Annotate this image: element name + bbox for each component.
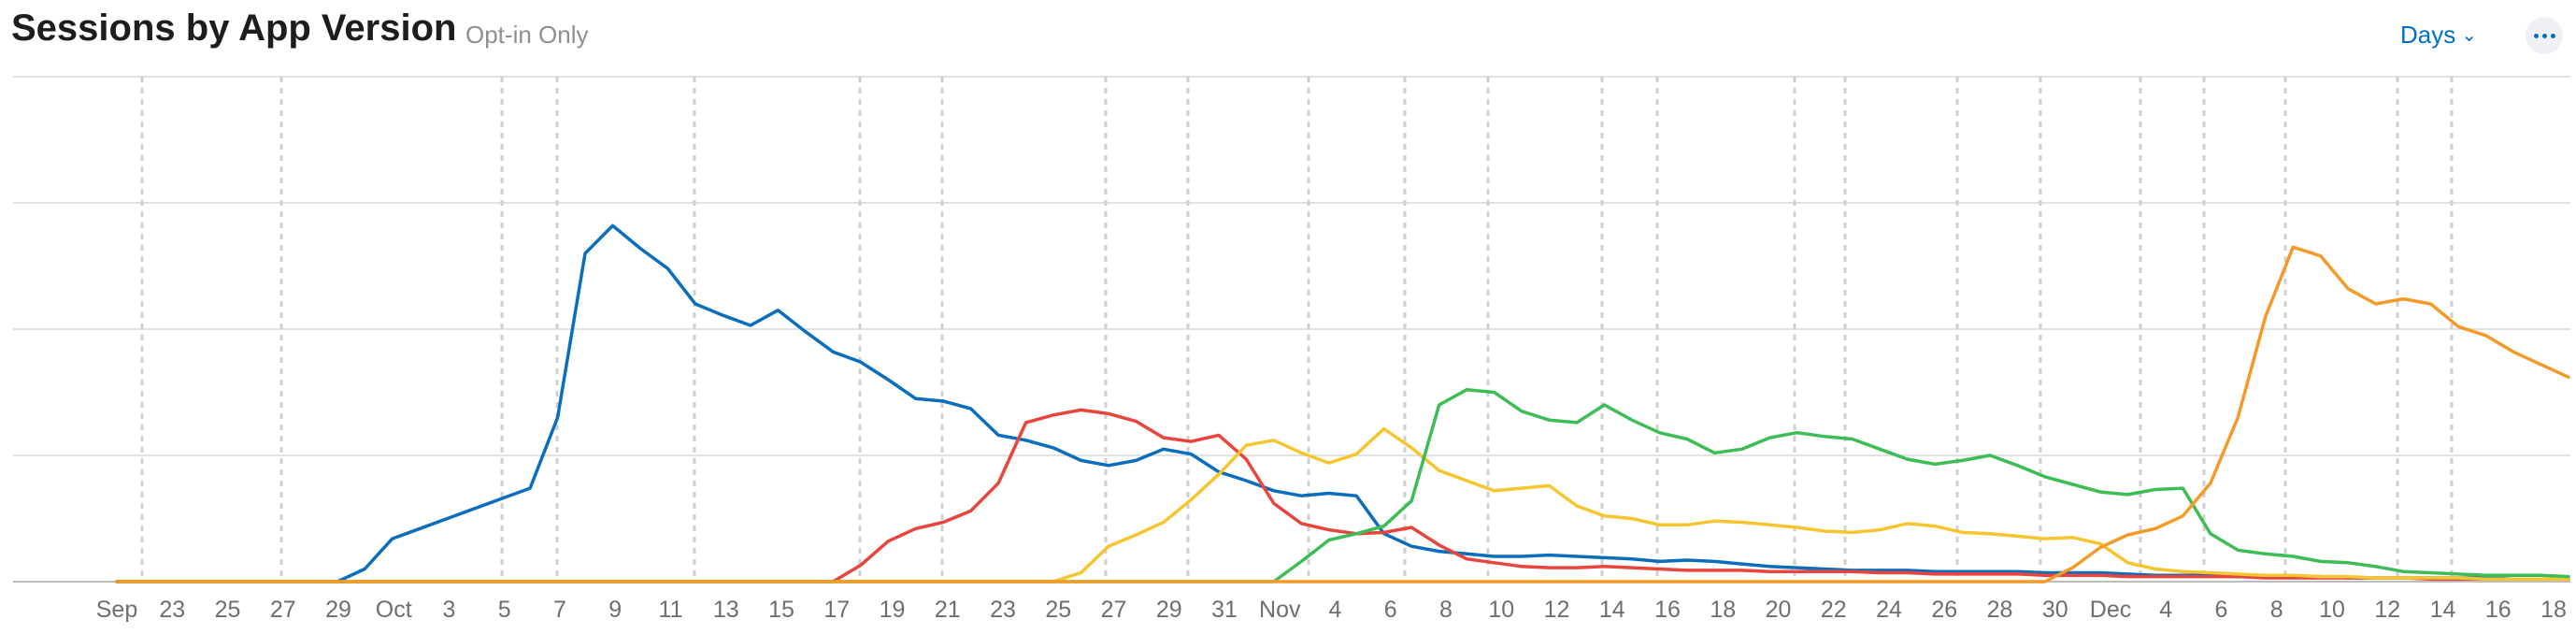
- x-tick-label: 14: [1599, 597, 1625, 623]
- gridlines: [13, 76, 2570, 583]
- granularity-label: Days: [2400, 21, 2456, 49]
- x-tick-label: 12: [2374, 597, 2400, 623]
- x-axis-ticks: Sep 23 25 27 29 Oct 3 5 7 9 11 13 15 17 19 21 23 25 27 29 31…: [96, 597, 2567, 623]
- x-tick-label: 21: [935, 597, 961, 623]
- x-tick-label: 30: [2042, 597, 2068, 623]
- chevron-down-icon: ⌄: [2461, 25, 2478, 46]
- x-tick-label: 16: [2485, 597, 2512, 623]
- granularity-dropdown[interactable]: Days ⌄: [2400, 21, 2477, 50]
- x-tick-label: 29: [1156, 597, 1182, 623]
- series-line-green: [115, 388, 2570, 584]
- x-tick-label: Sep: [96, 597, 137, 623]
- week-lines: [140, 77, 2454, 582]
- x-tick-label: 23: [990, 597, 1016, 623]
- x-tick-label: 15: [768, 597, 794, 623]
- x-tick-label: 29: [325, 597, 351, 623]
- x-tick-label: 23: [159, 597, 185, 623]
- x-tick-label: 10: [1488, 597, 1514, 623]
- x-tick-label: 3: [443, 597, 456, 623]
- opt-in-subtitle: Opt-in Only: [465, 21, 589, 49]
- x-tick-label: 18: [2540, 597, 2567, 623]
- x-tick-label: 31: [1211, 597, 1238, 623]
- x-tick-label: 12: [1544, 597, 1570, 623]
- x-tick-label: 4: [1329, 597, 1342, 623]
- x-tick-label: 19: [880, 597, 906, 623]
- series-lines: [115, 223, 2570, 584]
- ellipsis-icon: [2533, 33, 2539, 38]
- x-tick-label: 22: [1821, 597, 1847, 623]
- x-tick-label: 8: [2270, 597, 2283, 623]
- x-tick-label: 18: [1710, 597, 1736, 623]
- x-tick-label: 5: [498, 597, 511, 623]
- x-tick-label: 26: [1931, 597, 1957, 623]
- x-tick-label: 7: [553, 597, 566, 623]
- series-line-orange: [115, 245, 2570, 584]
- x-tick-label: 17: [823, 597, 850, 623]
- series-line-blue: [115, 223, 2570, 584]
- x-tick-label: 8: [1439, 597, 1453, 623]
- x-tick-label: 27: [1101, 597, 1127, 623]
- x-tick-label: 16: [1654, 597, 1681, 623]
- x-tick-label: 11: [659, 597, 683, 623]
- x-tick-label: Oct: [376, 597, 412, 623]
- x-tick-label: 6: [1384, 597, 1397, 623]
- page-title: Sessions by App Version: [11, 7, 457, 49]
- x-tick-label: 24: [1876, 597, 1902, 623]
- x-tick-label: 13: [713, 597, 739, 623]
- x-tick-label: Dec: [2090, 597, 2131, 623]
- x-tick-label: 10: [2319, 597, 2345, 623]
- x-tick-label: 14: [2430, 597, 2456, 623]
- x-tick-label: 4: [2159, 597, 2172, 623]
- x-tick-label: 6: [2215, 597, 2228, 623]
- x-tick-label: 28: [1987, 597, 2013, 623]
- x-tick-label: 25: [1045, 597, 1071, 623]
- x-tick-label: Nov: [1259, 597, 1301, 623]
- x-tick-label: 27: [270, 597, 296, 623]
- x-tick-label: 25: [215, 597, 241, 623]
- x-tick-label: 9: [608, 597, 622, 623]
- more-options-button[interactable]: [2526, 17, 2563, 54]
- x-tick-label: 20: [1766, 597, 1792, 623]
